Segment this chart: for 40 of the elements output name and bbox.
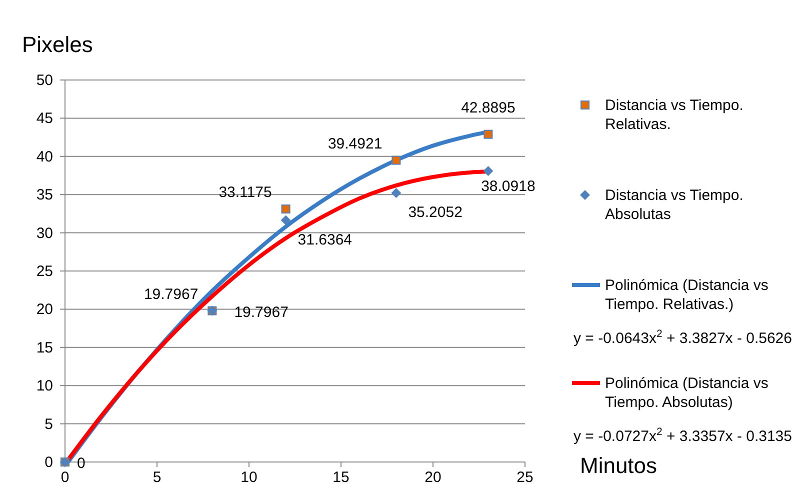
legend-label: Polinómica (Distancia vs Tiempo. Relativas.): [605, 277, 768, 313]
point: [484, 130, 493, 139]
legend-label: Distancia vs Tiempo. Absolutas: [605, 187, 744, 223]
data-label: 31.6364: [298, 231, 352, 248]
y-axis-title: Pixeles: [22, 32, 93, 57]
x-tick-label: 25: [516, 469, 534, 486]
x-tick-label: 5: [152, 469, 162, 486]
y-tick-label: 45: [36, 110, 53, 128]
y-tick-label: 15: [36, 339, 53, 356]
y-tick-label: 50: [36, 72, 53, 89]
data-label: 42.8895: [461, 99, 516, 116]
point: [483, 166, 494, 176]
y-tick-label: 5: [44, 416, 53, 433]
y-tick-label: 0: [44, 454, 53, 471]
point: [391, 188, 402, 198]
data-label: 33.1175: [218, 184, 272, 201]
data-label: 35.2052: [408, 204, 462, 222]
legend-label: Distancia vs Tiempo. Relativas.: [605, 97, 744, 133]
data-label: 39.4921: [328, 135, 382, 152]
x-tick-label: 0: [60, 469, 70, 486]
x-tick-label: 10: [240, 469, 258, 486]
text: y = -0.0727x$^{2}$ + 3.3357x - 0.3135: [574, 426, 792, 445]
y-tick-label: 10: [36, 378, 53, 395]
y-tick-label: 25: [36, 263, 53, 280]
data-label: 19.7967: [234, 304, 288, 321]
y-tick-label: 40: [36, 148, 53, 166]
data-label: 19.7967: [144, 286, 198, 303]
data-label: 0: [77, 455, 86, 472]
data-label: 38.0918: [481, 178, 536, 195]
legend-label: Polinómica (Distancia vs Tiempo. Absolutas): [605, 375, 768, 411]
point: [392, 156, 401, 165]
x-tick-label: 15: [332, 469, 350, 486]
y-tick-label: 20: [36, 301, 53, 318]
y-tick-label: 35: [36, 186, 53, 204]
point: [280, 215, 291, 226]
y-tick-label: 30: [36, 224, 53, 242]
text: y = -0.0643x$^{2}$ + 3.3827x - 0.5626: [574, 328, 792, 347]
x-axis-title: Minutos: [580, 453, 658, 478]
point: [281, 204, 290, 214]
x-tick-label: 20: [424, 469, 442, 486]
